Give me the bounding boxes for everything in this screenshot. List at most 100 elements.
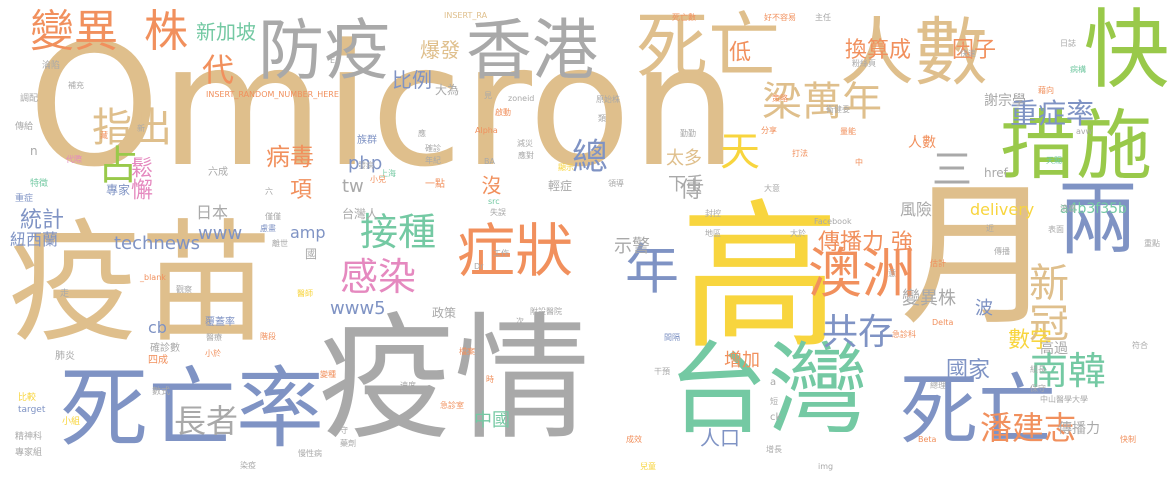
word-cloud-word: a4b3f35b	[1060, 201, 1127, 217]
word-cloud-word: 疫苗	[8, 207, 272, 361]
word-cloud-word: 高	[680, 184, 841, 371]
word-cloud-word: 防疫	[258, 12, 390, 89]
word-cloud-word: 急診室	[440, 401, 464, 410]
word-cloud-word: 統計	[20, 208, 65, 233]
word-cloud-word: 打法	[792, 149, 808, 158]
word-cloud-word: 重點	[1144, 239, 1160, 248]
word-cloud-word: 估計	[930, 259, 946, 268]
word-cloud-word: 總理	[930, 381, 946, 390]
word-cloud-word: 爆發	[420, 38, 460, 62]
word-cloud-word: 兩	[1058, 173, 1138, 266]
word-cloud-word: 因子	[952, 38, 997, 63]
word-cloud-word: zoneid	[508, 94, 535, 103]
word-cloud-word: 變異	[30, 6, 118, 57]
word-cloud-word: 株	[144, 6, 188, 57]
word-cloud-word: 快	[1068, 4, 1168, 90]
word-cloud-word: 死亡	[636, 4, 781, 88]
word-cloud-word: 太多	[666, 148, 702, 169]
word-cloud-word: 染疫	[240, 461, 256, 470]
word-cloud-word: 高過	[1040, 341, 1068, 357]
word-cloud-word: 政策	[432, 306, 457, 320]
word-cloud-word: 病構	[1070, 65, 1086, 74]
word-cloud-word: 死亡	[900, 366, 1057, 456]
word-cloud-word: 中國	[474, 410, 510, 431]
word-cloud-word: 特徵	[30, 179, 49, 189]
word-cloud-word: 小於	[205, 349, 221, 358]
word-cloud-word: 紐西蘭	[10, 230, 59, 249]
word-cloud-word: 組長	[1030, 365, 1046, 374]
word-cloud-word: 觀察	[176, 285, 192, 294]
word-cloud-word: 代	[202, 51, 235, 89]
word-cloud-word: 香港	[466, 12, 598, 89]
word-cloud-word: 接種	[360, 210, 437, 254]
word-cloud-word: 感染	[340, 255, 417, 299]
word-cloud-word: technews	[114, 233, 201, 254]
word-cloud-word: 確診數	[150, 343, 180, 354]
word-cloud-word: 中	[855, 158, 863, 167]
word-cloud-word: 占	[98, 143, 138, 189]
word-cloud-word: 醫療	[206, 333, 222, 342]
word-cloud-word: 淪陷	[42, 61, 61, 71]
word-cloud-word: 大於	[790, 229, 806, 238]
word-cloud-word: 中山醫學大學	[1040, 395, 1088, 404]
word-cloud-word: 原始株	[596, 95, 620, 104]
word-cloud-word: 數式	[152, 387, 171, 397]
word-cloud-word: 次	[516, 317, 524, 326]
word-cloud-word: 醫師	[297, 289, 313, 298]
word-cloud-word: cb	[148, 318, 167, 337]
word-cloud-word: 示警	[614, 236, 650, 257]
word-cloud-word: 速度	[400, 381, 416, 390]
word-cloud-word: tw	[342, 176, 364, 197]
word-cloud-word: 項	[290, 178, 313, 203]
word-cloud-word: 日本	[196, 203, 229, 222]
word-cloud-word: 新加坡	[196, 20, 256, 44]
word-cloud-word: 調配	[20, 94, 39, 104]
word-cloud-word: 傳播力	[1058, 421, 1100, 437]
word-cloud-word: 三	[925, 148, 971, 188]
word-cloud-word: 長者	[174, 402, 239, 440]
word-cloud-word: 類	[598, 114, 606, 123]
word-cloud-word: 重症	[15, 194, 34, 204]
word-cloud-word: 肺炎	[55, 351, 75, 362]
word-cloud-word: 四成	[148, 355, 168, 366]
word-cloud-word: 台灣人	[342, 207, 379, 221]
word-cloud-word: 走	[60, 289, 70, 299]
word-cloud-word: 確診	[425, 144, 441, 153]
word-cloud-word: Beta	[918, 435, 937, 444]
word-cloud-word: 低	[725, 40, 750, 62]
word-cloud-word: 啟動	[495, 108, 511, 117]
word-cloud-word: 人數	[908, 135, 936, 151]
word-cloud-word: 失誤	[490, 208, 506, 217]
word-cloud-word: 附設醫院	[530, 307, 562, 316]
word-cloud-word: 專家	[106, 183, 131, 197]
word-cloud-word: 梁萬年	[762, 79, 882, 125]
word-cloud-word: 慮畫	[260, 224, 276, 233]
word-cloud-word: 措施	[1000, 101, 1152, 190]
word-cloud-word: 藥劑	[340, 439, 356, 448]
word-cloud-word: www5	[330, 298, 386, 319]
word-cloud-word: 病毒	[266, 143, 314, 171]
word-cloud-word: Alpha	[475, 126, 498, 135]
word-cloud-word: 傳播	[994, 247, 1010, 256]
word-cloud-word: 見	[484, 91, 492, 100]
word-cloud-word: 人數	[840, 10, 988, 96]
word-cloud-word: 符合	[1132, 341, 1148, 350]
word-cloud-word: 檔案	[459, 347, 475, 356]
word-cloud-word: 月	[900, 165, 1056, 347]
word-cloud-word: 僅僅	[265, 212, 281, 221]
word-cloud-word: 變種	[320, 370, 336, 379]
word-cloud-word: 族群	[357, 135, 377, 146]
word-cloud-word: 分享	[761, 126, 777, 135]
word-cloud-word: 死亡率	[60, 357, 325, 460]
word-cloud-word: Delta	[932, 318, 954, 327]
word-cloud-word: 增長	[766, 445, 782, 454]
word-cloud-word: 成效	[626, 435, 642, 444]
word-cloud-word: 應	[418, 129, 426, 138]
word-cloud-word: 工作	[493, 249, 509, 258]
word-cloud-word: 小兒	[370, 175, 386, 184]
word-cloud-word: 風險	[900, 200, 933, 219]
word-cloud-word: 日誌	[1060, 39, 1076, 48]
word-cloud-word: 減災	[517, 139, 533, 148]
word-cloud-word: 重症率	[1010, 97, 1095, 130]
